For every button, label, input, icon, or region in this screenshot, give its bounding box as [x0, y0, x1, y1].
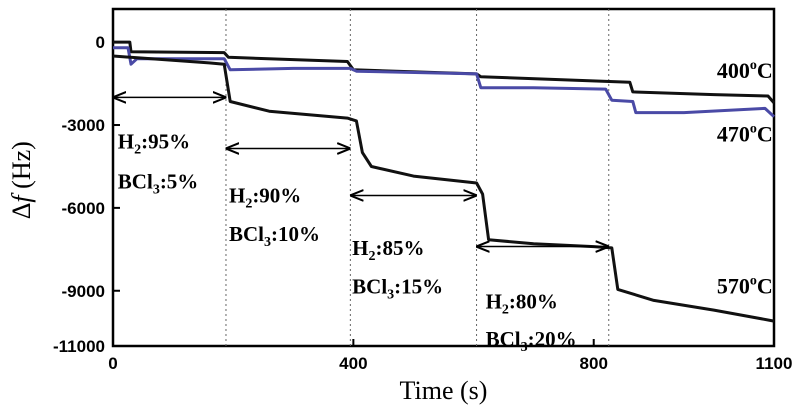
y-tick-label-1: -3000: [62, 116, 105, 135]
interval-bcl3-label-2: BCl3:15%: [352, 275, 443, 303]
interval-h2-label-2: H2:85%: [352, 236, 424, 264]
y-axis-title: Δf (Hz): [7, 141, 36, 219]
bcl3-symbol: BCl: [352, 275, 387, 299]
x-tick-label-0: 0: [108, 354, 117, 373]
y-tick-label-0: 0: [96, 33, 105, 52]
series-label-sup: o: [750, 274, 757, 289]
interval-bcl3-label-1: BCl3:10%: [229, 222, 320, 250]
x-axis-title: Time (s): [400, 376, 488, 405]
y-tick-label-2: -6000: [62, 199, 105, 218]
bcl3-value: :15%: [394, 275, 443, 299]
bcl3-value: :5%: [160, 170, 199, 194]
bcl3-symbol: BCl: [229, 222, 264, 246]
bcl3-value: :10%: [271, 222, 320, 246]
plot-frame: [111, 7, 776, 348]
interval-h2-label-0: H2:95%: [118, 129, 190, 157]
interval-bcl3-label-3: BCl3:20%: [486, 327, 577, 355]
y-tick-label-4: -11000: [53, 337, 105, 356]
x-tick-label-1: 400: [339, 354, 367, 373]
h2-value: :80%: [509, 290, 558, 314]
h2-subscript: 2: [245, 196, 252, 211]
h2-value: :85%: [376, 236, 425, 260]
h2-subscript: 2: [134, 142, 141, 157]
h2-value: :90%: [252, 183, 301, 207]
series-label-unit: C: [757, 274, 773, 299]
bcl3-subscript: 3: [264, 235, 271, 250]
series-label-unit: C: [757, 122, 773, 147]
series-label-400: 400oC: [717, 58, 773, 83]
series-label-base: 470: [717, 122, 750, 147]
y-axis-title-symbol: Δ: [7, 203, 36, 220]
bcl3-value: :20%: [528, 327, 577, 351]
h2-symbol: H: [352, 236, 368, 260]
x-tick-label-3: 1100: [756, 354, 792, 373]
interval-h2-label-1: H2:90%: [229, 183, 301, 211]
series-label-570: 570oC: [717, 274, 773, 299]
series-label-base: 400: [717, 58, 750, 83]
h2-subscript: 2: [502, 303, 509, 318]
bcl3-subscript: 3: [521, 340, 528, 355]
y-tick-label-3: -9000: [62, 282, 105, 301]
y-axis-title-unit: (Hz): [7, 141, 36, 195]
interval-bcl3-label-0: BCl3:5%: [118, 170, 199, 198]
bcl3-symbol: BCl: [118, 170, 153, 194]
h2-subscript: 2: [369, 249, 376, 264]
series-label-unit: C: [757, 58, 773, 83]
series-line-570: [112, 54, 775, 323]
series-label-470: 470oC: [717, 122, 773, 147]
y-axis-title-var: f: [7, 192, 36, 203]
bcl3-subscript: 3: [153, 183, 160, 198]
x-tick-label-2: 800: [580, 354, 608, 373]
h2-symbol: H: [229, 183, 245, 207]
h2-symbol: H: [486, 290, 502, 314]
bcl3-subscript: 3: [387, 288, 394, 303]
h2-value: :95%: [141, 129, 190, 153]
interval-h2-label-3: H2:80%: [486, 290, 558, 318]
series-label-sup: o: [750, 122, 757, 137]
h2-symbol: H: [118, 129, 134, 153]
series-label-sup: o: [750, 58, 757, 73]
series-label-base: 570: [717, 274, 750, 299]
series-line-470: [113, 46, 776, 118]
bcl3-symbol: BCl: [486, 327, 521, 351]
